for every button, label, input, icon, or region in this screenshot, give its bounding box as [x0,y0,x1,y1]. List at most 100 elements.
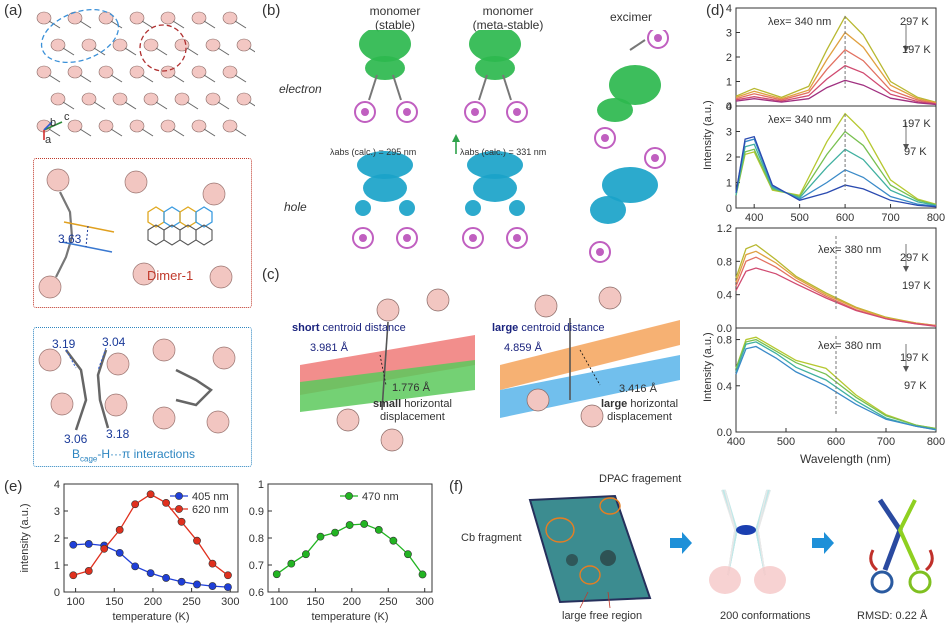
spectrum-line [735,112,937,205]
dpac-label: DPAC fragement [599,473,682,485]
legend-arrowhead [903,144,909,150]
legend-label: 470 nm [362,491,399,503]
cage-cloud [709,566,741,594]
conformations-label: 200 conformations [720,610,811,622]
data-point [115,526,124,534]
rotation-arrow [925,549,934,572]
data-point [360,520,369,528]
distance-4859: 4.859 Å [504,342,542,354]
y-tick-label: 4 [54,479,60,491]
x-tick-label: 700 [881,212,899,224]
aromatic-ring [163,224,181,246]
free-void [566,554,578,566]
bh-distance-3: 3.06 [64,432,88,446]
cage-molecule [104,393,128,417]
linker [392,74,402,101]
y-tick-label: 0.4 [717,290,732,302]
panel-label-e: (e) [4,478,23,495]
linker [172,20,185,29]
bh-distance-4: 3.18 [106,427,130,441]
cage-molecule [222,119,238,133]
cage-molecule [98,65,114,79]
interaction-line [65,349,77,369]
fragment-illustration [528,489,934,609]
bh-interaction-image [38,338,236,434]
cage-molecule [152,406,176,430]
carborane-core [403,108,411,116]
cage-molecule [160,119,176,133]
cage-molecule [112,38,128,52]
row-label-electron: electron [279,82,322,96]
carborane-cage [506,101,528,123]
x-tick-label: 500 [777,436,795,448]
y-tick-label: 1.2 [717,223,732,235]
d1-temp-high: 297 K [900,16,929,28]
data-point [146,569,155,577]
carborane-cage [647,30,669,49]
electron-lobe [597,98,633,122]
carborane-cage [506,227,528,249]
x-tick-label: 600 [836,212,854,224]
cage-molecule [38,275,62,299]
data-point [69,571,78,580]
spectrum-line [735,15,937,103]
cage-molecule [38,348,62,372]
aromatic-ring [163,206,181,228]
bh-distance-1: 3.19 [52,337,76,351]
linker [248,101,255,107]
overlay-backbone-green [897,499,920,571]
ring-plane-bottom [61,241,113,253]
linker [186,47,199,56]
rmsd-label: RMSD: 0.22 Å [857,610,928,622]
data-point [208,559,217,568]
y-tick-label: 0.0 [717,323,732,335]
x-tick-label: 250 [379,596,397,608]
x-tick-label: 100 [66,596,84,608]
dimer-label: Dimer-1 [147,268,194,283]
linker [203,20,216,29]
cage-molecule [67,65,83,79]
cage-molecule [236,92,252,106]
data-point [345,521,354,529]
centroid-line [379,354,387,386]
x-tick-label: 700 [877,436,895,448]
hole-lobe [467,151,523,179]
carborane-cage [354,101,376,123]
hole-lobe [399,200,415,216]
plot-frame [267,483,433,593]
spectrum-line [735,250,937,327]
linker [186,101,199,110]
x-tick-label: 400 [727,436,745,448]
carborane-core [601,134,609,142]
series-line [73,543,228,588]
d1-temp-low: 197 K [902,44,931,56]
carborane-cage [396,227,418,249]
axis-c-label: c [64,111,70,123]
molecule-linker [381,321,389,411]
distance-1776: 1.776 Å [392,382,430,394]
y-tick-label: 2 [54,533,60,545]
y-tick-label: 3 [726,127,732,139]
cage-molecule [191,65,207,79]
linker [79,20,92,29]
molecule-backbone [55,191,74,278]
hole-lobe [465,200,481,216]
data-point [146,490,155,499]
linker [155,101,168,110]
x-tick-label: 200 [343,596,361,608]
axis-b-label: b [50,117,57,129]
linker [141,20,154,29]
y-tick-label: 0.0 [717,427,732,439]
column-header-stable: monomer (stable) [369,4,421,32]
d3-excitation: λex= 380 nm [818,244,882,256]
short-distance-label: short centroid distance [292,322,406,334]
row-label-hole: hole [284,200,307,214]
data-point [316,532,325,541]
linker [141,128,154,137]
cage-molecule [336,408,360,432]
carborane-core [471,108,479,116]
hole-lobe [357,151,413,179]
data-point [115,548,124,557]
data-point [224,571,232,580]
linker [155,47,168,56]
